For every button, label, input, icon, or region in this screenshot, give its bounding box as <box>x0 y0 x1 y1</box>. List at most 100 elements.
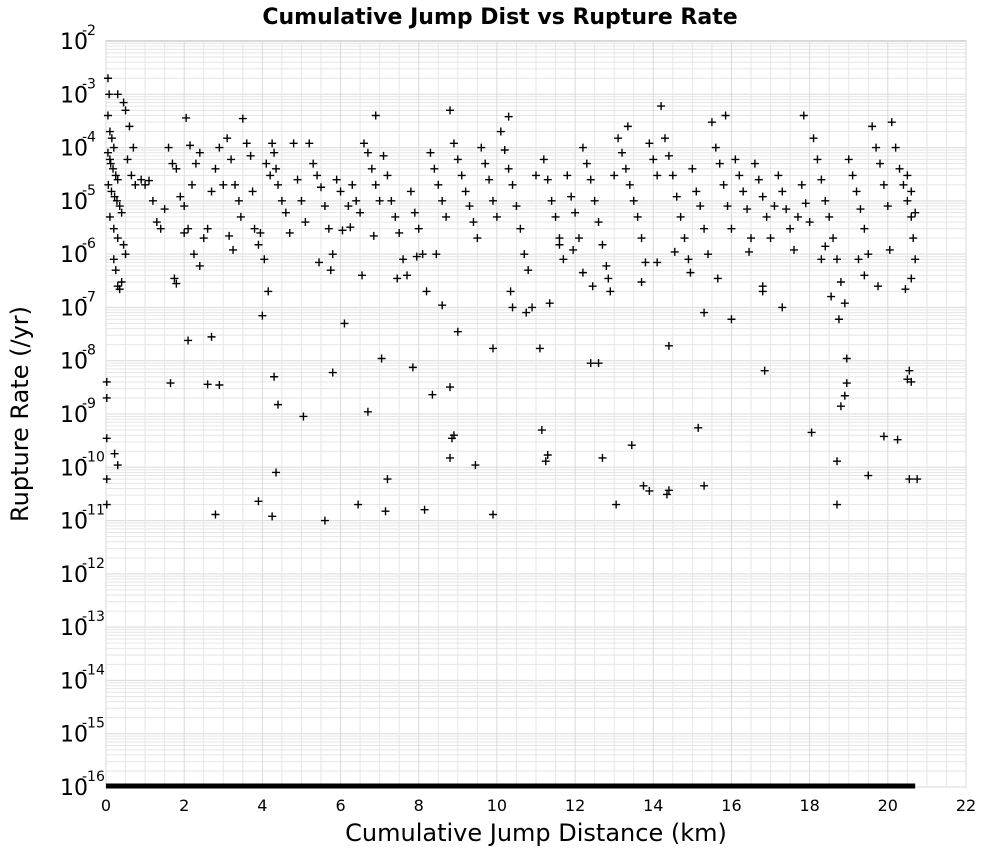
data-point <box>883 202 892 211</box>
data-point <box>700 224 709 233</box>
y-tick-label: 10 <box>60 296 88 321</box>
data-point <box>371 111 380 120</box>
data-point <box>449 431 458 440</box>
data-point <box>281 208 290 217</box>
data-point <box>842 379 851 388</box>
data-point <box>662 490 671 499</box>
data-point <box>571 208 580 217</box>
data-point <box>332 175 341 184</box>
data-point <box>688 164 697 173</box>
data-point <box>598 240 607 249</box>
data-point <box>105 155 114 164</box>
data-point <box>913 475 922 484</box>
x-tick-label: 10 <box>487 796 507 815</box>
data-point <box>103 74 112 83</box>
data-point <box>369 231 378 240</box>
data-point <box>903 171 912 180</box>
data-point <box>604 274 613 283</box>
data-point <box>899 180 908 189</box>
data-point <box>645 139 654 148</box>
data-point <box>111 266 120 275</box>
data-point <box>186 141 195 150</box>
data-layer <box>102 74 922 789</box>
data-point <box>268 139 277 148</box>
axis-layer: 0 2 4 6 8 10 12 14 16 18 20 2210-210-310-410-510-61… <box>60 23 976 815</box>
data-point <box>754 175 763 184</box>
data-point <box>909 234 918 243</box>
data-point <box>578 143 587 152</box>
data-point <box>836 402 845 411</box>
data-point <box>215 381 224 390</box>
data-point <box>246 151 255 160</box>
data-point <box>535 344 544 353</box>
data-point <box>348 180 357 189</box>
data-point <box>418 250 427 259</box>
data-point <box>360 139 368 148</box>
data-point <box>346 223 355 232</box>
data-point <box>211 510 220 519</box>
data-point <box>236 212 245 221</box>
data-point <box>234 196 243 205</box>
data-point <box>856 205 865 214</box>
data-point <box>807 428 816 437</box>
data-point <box>471 461 480 470</box>
data-point <box>248 187 257 196</box>
y-tick-exponent: -4 <box>82 130 96 146</box>
data-point <box>864 250 873 259</box>
y-tick-exponent: -9 <box>82 396 96 412</box>
data-point <box>336 187 345 196</box>
data-point <box>684 255 693 264</box>
data-point <box>104 180 113 189</box>
data-point <box>547 196 556 205</box>
data-point <box>131 180 140 189</box>
data-point <box>575 234 583 243</box>
data-point <box>434 180 443 189</box>
data-point <box>107 134 116 143</box>
data-point <box>268 512 277 521</box>
data-point <box>446 453 454 462</box>
data-point <box>692 187 701 196</box>
x-tick-label: 22 <box>956 796 976 815</box>
data-point <box>504 164 513 173</box>
y-tick-label: 10 <box>60 510 88 535</box>
data-point <box>860 271 869 280</box>
data-point <box>563 171 572 180</box>
data-point <box>664 151 673 160</box>
data-point <box>254 240 263 249</box>
data-point <box>109 255 118 264</box>
x-tick-label: 16 <box>721 796 741 815</box>
data-point <box>696 202 705 211</box>
data-point <box>277 196 286 205</box>
data-point <box>408 363 417 372</box>
data-point <box>852 187 861 196</box>
y-axis-label: Rupture Rate (/yr) <box>6 306 34 522</box>
data-point <box>719 180 728 189</box>
data-point <box>231 180 239 189</box>
y-tick-label: 10 <box>60 30 88 55</box>
data-point <box>637 234 646 243</box>
data-point <box>537 426 546 435</box>
y-tick-label: 10 <box>60 350 88 375</box>
data-point <box>123 155 132 164</box>
y-tick-exponent: -2 <box>82 23 96 39</box>
data-point <box>363 148 372 157</box>
data-point <box>522 308 531 317</box>
data-point <box>545 299 554 308</box>
data-point <box>481 159 490 168</box>
y-tick-label: 10 <box>60 83 88 108</box>
data-point <box>172 164 181 173</box>
data-point <box>272 164 281 173</box>
data-point <box>905 475 914 484</box>
data-point <box>113 461 122 470</box>
data-point <box>156 224 165 233</box>
data-point <box>625 180 634 189</box>
data-point <box>289 139 298 148</box>
y-tick-exponent: -8 <box>82 343 96 359</box>
data-point <box>739 187 748 196</box>
data-point <box>885 245 894 254</box>
data-point <box>188 180 196 189</box>
data-point <box>457 171 466 180</box>
y-tick-label: 10 <box>60 563 88 588</box>
data-point <box>670 247 679 256</box>
